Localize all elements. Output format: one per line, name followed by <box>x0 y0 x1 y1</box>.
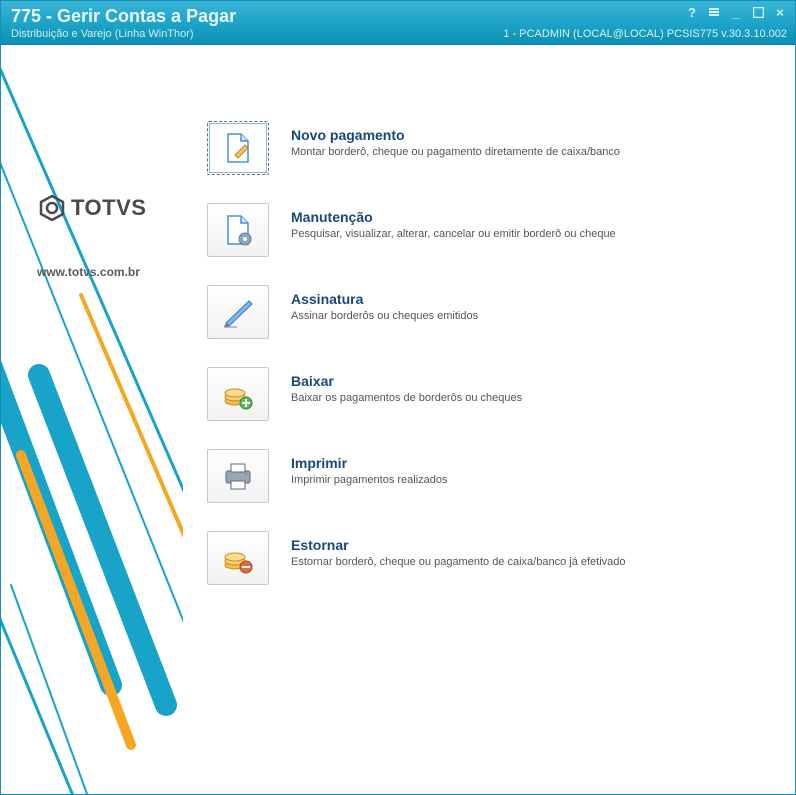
menu-item-novo-pagamento: Novo pagamento Montar borderô, cheque ou… <box>207 121 765 175</box>
menu-title: Estornar <box>291 537 626 553</box>
maintenance-icon <box>221 213 255 247</box>
totvs-icon <box>39 195 65 221</box>
help-button[interactable]: ? <box>685 5 699 19</box>
window-status: 1 - PCADMIN (LOCAL@LOCAL) PCSIS775 v.30.… <box>503 28 787 40</box>
sidebar: TOTVS www.totvs.com.br <box>1 45 183 794</box>
printer-icon <box>221 459 255 493</box>
menu-item-estornar: Estornar Estornar borderô, cheque ou pag… <box>207 531 765 585</box>
brand-name: TOTVS <box>71 195 146 221</box>
menu-desc: Imprimir pagamentos realizados <box>291 474 448 486</box>
menu-item-baixar: Baixar Baixar os pagamentos de borderôs … <box>207 367 765 421</box>
brand-logo: TOTVS <box>39 195 146 221</box>
estornar-button[interactable] <box>207 531 269 585</box>
menu-item-assinatura: Assinatura Assinar borderôs ou cheques e… <box>207 285 765 339</box>
menu-text: Baixar Baixar os pagamentos de borderôs … <box>291 367 522 404</box>
imprimir-button[interactable] <box>207 449 269 503</box>
menu-text: Manutenção Pesquisar, visualizar, altera… <box>291 203 616 240</box>
menu-item-manutencao: Manutenção Pesquisar, visualizar, altera… <box>207 203 765 257</box>
decor-lines <box>1 45 183 794</box>
menu-desc: Baixar os pagamentos de borderôs ou cheq… <box>291 392 522 404</box>
menu-title: Assinatura <box>291 291 478 307</box>
coins-remove-icon <box>221 541 255 575</box>
menu-desc: Estornar borderô, cheque ou pagamento de… <box>291 556 626 568</box>
brand-url: www.totvs.com.br <box>37 265 140 279</box>
baixar-button[interactable] <box>207 367 269 421</box>
new-doc-icon <box>221 131 255 165</box>
manutencao-button[interactable] <box>207 203 269 257</box>
coins-add-icon <box>221 377 255 411</box>
menu-desc: Assinar borderôs ou cheques emitidos <box>291 310 478 322</box>
titlebar: 775 - Gerir Contas a Pagar Distribuição … <box>1 1 795 45</box>
close-button[interactable]: × <box>773 5 787 19</box>
signature-icon <box>221 295 255 329</box>
novo-pagamento-button[interactable] <box>207 121 269 175</box>
menu-item-imprimir: Imprimir Imprimir pagamentos realizados <box>207 449 765 503</box>
menu-text: Estornar Estornar borderô, cheque ou pag… <box>291 531 626 568</box>
menu-text: Assinatura Assinar borderôs ou cheques e… <box>291 285 478 322</box>
menu-text: Imprimir Imprimir pagamentos realizados <box>291 449 448 486</box>
menu-title: Baixar <box>291 373 522 389</box>
app-window: 775 - Gerir Contas a Pagar Distribuição … <box>0 0 796 795</box>
assinatura-button[interactable] <box>207 285 269 339</box>
titlebar-right: ? _ × 1 - PCADMIN (LOCAL@LOCAL) PCSIS775… <box>503 1 787 44</box>
menu-desc: Pesquisar, visualizar, alterar, cancelar… <box>291 228 616 240</box>
menu-content: Novo pagamento Montar borderô, cheque ou… <box>183 45 795 794</box>
stack-button[interactable] <box>707 5 721 19</box>
minimize-button[interactable]: _ <box>729 5 743 19</box>
menu-title: Manutenção <box>291 209 616 225</box>
body-area: TOTVS www.totvs.com.br Novo pagamento Mo… <box>1 45 795 794</box>
maximize-button[interactable] <box>751 5 765 19</box>
menu-title: Imprimir <box>291 455 448 471</box>
menu-desc: Montar borderô, cheque ou pagamento dire… <box>291 146 620 158</box>
window-controls: ? _ × <box>685 5 787 19</box>
menu-text: Novo pagamento Montar borderô, cheque ou… <box>291 121 620 158</box>
menu-title: Novo pagamento <box>291 127 620 143</box>
